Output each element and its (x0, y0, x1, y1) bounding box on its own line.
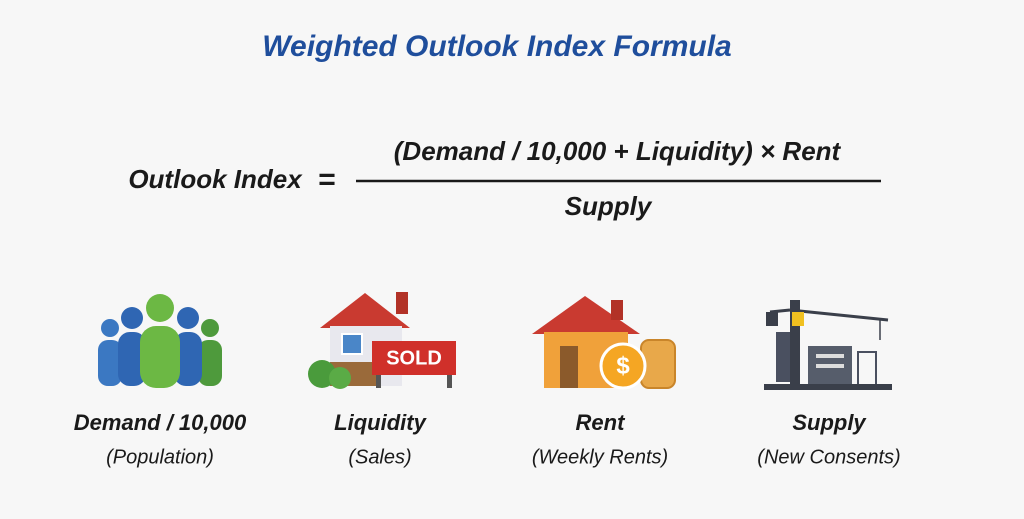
formula-denominator: Supply (565, 191, 653, 221)
item-sublabel: (Sales) (348, 446, 411, 468)
item-sublabel: (Population) (106, 446, 214, 468)
title: Weighted Outlook Index Formula (262, 30, 731, 63)
house-sold-icon: SOLD (308, 292, 456, 389)
people-icon (98, 294, 222, 388)
dollar-sign: $ (616, 352, 630, 379)
item-sublabel: (Weekly Rents) (532, 446, 668, 468)
formula-lhs: Outlook Index (128, 164, 303, 194)
sold-sign: SOLD (386, 347, 442, 369)
construction-icon (764, 300, 892, 390)
formula-equals: = (318, 163, 336, 196)
house-coins-icon: $ (532, 296, 676, 390)
formula-numerator: (Demand / 10,000 + Liquidity) × Rent (394, 136, 842, 166)
item-label: Demand / 10,000 (74, 410, 247, 435)
item-label: Supply (792, 410, 867, 435)
item-label: Liquidity (334, 410, 427, 435)
item-sublabel: (New Consents) (757, 446, 900, 468)
item-label: Rent (576, 410, 627, 435)
